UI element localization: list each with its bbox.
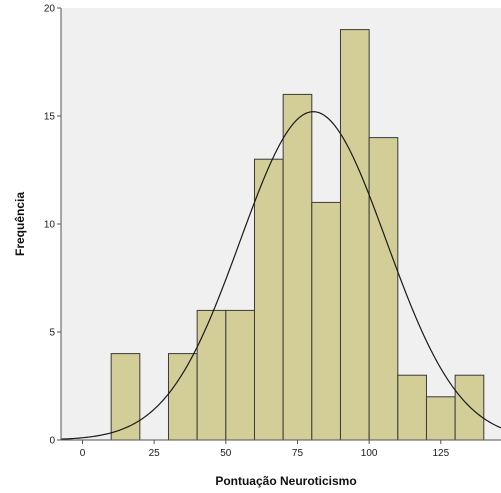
normal-curve [60,111,501,440]
x-tick-label: 100 [361,448,378,459]
x-tick-label: 75 [292,448,304,459]
histogram-bars [110,29,485,441]
y-tick-label: 5 [49,328,55,339]
x-tick-label: 25 [149,448,161,459]
histogram-bar [196,309,227,441]
y-tick-label: 20 [44,4,56,15]
x-axis-label: Pontuação Neuroticismo [215,474,356,488]
histogram-bar [225,309,255,441]
histogram-bar [253,158,284,441]
x-tick-label: 125 [432,448,449,459]
x-tick-label: 0 [80,448,86,459]
histogram-bar [339,29,370,441]
y-tick-label: 0 [49,436,55,447]
y-tick-label: 10 [44,220,56,231]
histogram-bar [311,201,341,441]
y-tick-label: 15 [44,112,56,123]
histogram-bar [368,137,399,441]
histogram-bar [167,353,198,441]
histogram-bar [425,396,456,441]
histogram-bar [282,93,313,441]
histogram-bar [397,374,427,441]
x-tick-label: 50 [220,448,232,459]
axes: 0 5 10 15 20 0 25 50 75 100 125 [44,4,501,459]
histogram-bar [454,374,485,441]
histogram-bar [110,353,141,441]
y-axis-label: Frequência [13,192,27,256]
